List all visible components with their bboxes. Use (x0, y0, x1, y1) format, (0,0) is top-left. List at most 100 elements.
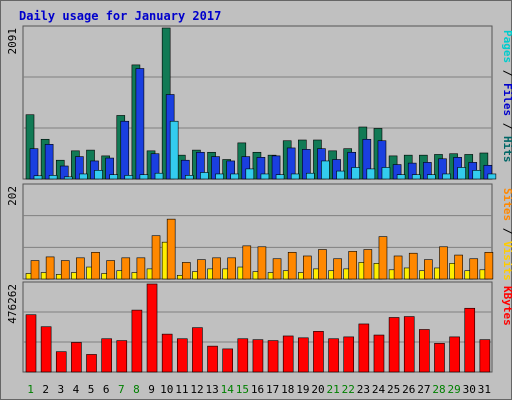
day-label-24: 24 (372, 383, 386, 396)
bar-sites-day-6 (106, 260, 115, 280)
bar-pages-day-29 (457, 167, 466, 180)
bar-sites-day-12 (197, 259, 206, 280)
bar-pages-day-28 (442, 173, 451, 180)
chart-title: Daily usage for January 2017 (19, 9, 221, 23)
bar-pages-day-13 (215, 173, 224, 180)
side-label-part: Sites (501, 188, 512, 221)
side-label-part: / (501, 221, 512, 241)
bar-kbytes-day-6 (101, 338, 112, 373)
day-label-25: 25 (387, 383, 400, 396)
bar-files-day-1 (29, 148, 39, 180)
bar-pages-day-19 (306, 172, 315, 180)
day-label-8: 8 (133, 383, 140, 396)
bar-sites-day-27 (424, 259, 433, 280)
bar-sites-day-26 (408, 252, 418, 280)
day-label-26: 26 (402, 383, 415, 396)
bar-pages-day-4 (79, 173, 88, 180)
bar-pages-day-22 (351, 167, 361, 180)
side-label-part: Visits (501, 241, 512, 281)
bar-sites-day-29 (454, 254, 463, 280)
bar-kbytes-day-25 (388, 317, 400, 373)
bar-sites-day-21 (333, 258, 342, 280)
side-label-part: Pages (501, 30, 512, 63)
bar-pages-day-24 (381, 167, 391, 180)
bar-kbytes-day-19 (298, 337, 309, 373)
day-label-3: 3 (58, 383, 65, 396)
bar-kbytes-day-22 (343, 336, 355, 373)
panel-kbytes: 476262 KBytes (6, 281, 512, 373)
side-label-kbytes: KBytes (501, 286, 512, 326)
day-label-1: 1 (27, 383, 34, 396)
bar-sites-day-5 (91, 251, 100, 280)
bar-kbytes-day-18 (282, 335, 294, 373)
day-label-16: 16 (251, 383, 264, 396)
bar-kbytes-day-28 (434, 343, 445, 373)
bar-kbytes-day-5 (86, 354, 97, 373)
bar-sites-day-18 (287, 251, 297, 280)
bar-pages-day-5 (94, 170, 103, 180)
side-label-part: KBytes (501, 286, 512, 326)
day-label-12: 12 (190, 383, 203, 396)
side-label-part: / (501, 63, 512, 83)
bar-kbytes-day-21 (328, 338, 339, 373)
day-label-6: 6 (103, 383, 110, 396)
bar-kbytes-day-29 (449, 336, 460, 373)
day-label-17: 17 (266, 383, 279, 396)
bar-pages-day-26 (411, 174, 421, 180)
bar-pages-day-15 (245, 168, 255, 180)
bar-pages-day-12 (200, 172, 209, 180)
bar-kbytes-day-31 (479, 339, 491, 373)
bar-pages-day-25 (396, 174, 406, 180)
bar-pages-day-23 (366, 168, 376, 180)
day-label-23: 23 (357, 383, 370, 396)
bar-kbytes-day-23 (358, 323, 370, 373)
bar-sites-day-8 (136, 257, 146, 280)
side-label-part: / (501, 116, 512, 136)
day-label-11: 11 (175, 383, 188, 396)
bar-sites-day-17 (272, 258, 282, 280)
bar-sites-day-31 (484, 251, 494, 280)
bar-kbytes-day-12 (192, 327, 203, 373)
bar-sites-day-22 (348, 251, 358, 280)
bar-pages-day-11 (184, 175, 194, 180)
day-label-20: 20 (311, 383, 324, 396)
bar-sites-day-1 (30, 260, 40, 280)
bar-pages-day-16 (260, 173, 270, 180)
day-label-10: 10 (160, 383, 173, 396)
bar-sites-day-15 (242, 245, 252, 280)
bar-sites-day-13 (212, 257, 221, 280)
day-label-28: 28 (432, 383, 445, 396)
bar-kbytes-day-16 (252, 339, 264, 373)
bar-pages-day-2 (48, 175, 58, 180)
bar-kbytes-day-20 (313, 331, 324, 373)
bar-sites-day-24 (378, 236, 388, 280)
bar-files-day-7 (120, 120, 130, 180)
bar-sites-day-19 (303, 255, 312, 280)
panel-visits-sites: 202 Sites / Visits (6, 183, 512, 281)
bar-files-day-8 (135, 68, 145, 180)
bar-kbytes-day-14 (222, 348, 233, 373)
bar-sites-day-20 (318, 249, 327, 280)
bar-sites-day-11 (181, 262, 191, 280)
bar-pages-day-27 (427, 174, 436, 180)
bar-pages-day-3 (63, 176, 73, 180)
bar-pages-day-14 (230, 173, 239, 180)
bar-pages-day-31 (487, 173, 497, 180)
bar-kbytes-day-30 (464, 307, 476, 373)
bar-kbytes-day-9 (146, 283, 158, 373)
bar-pages-day-18 (290, 173, 300, 180)
bar-pages-day-30 (472, 170, 482, 180)
bar-sites-day-2 (45, 256, 55, 280)
max-label-hits-files-pages: 2091 (6, 28, 19, 55)
bar-pages-day-20 (321, 160, 330, 180)
bar-sites-day-23 (363, 249, 373, 280)
bar-pages-day-7 (124, 175, 134, 180)
bar-pages-day-1 (33, 175, 43, 180)
bar-pages-day-6 (109, 174, 118, 180)
bar-kbytes-day-1 (25, 314, 37, 373)
day-label-31: 31 (478, 383, 491, 396)
bar-kbytes-day-8 (131, 309, 143, 373)
day-label-7: 7 (118, 383, 125, 396)
